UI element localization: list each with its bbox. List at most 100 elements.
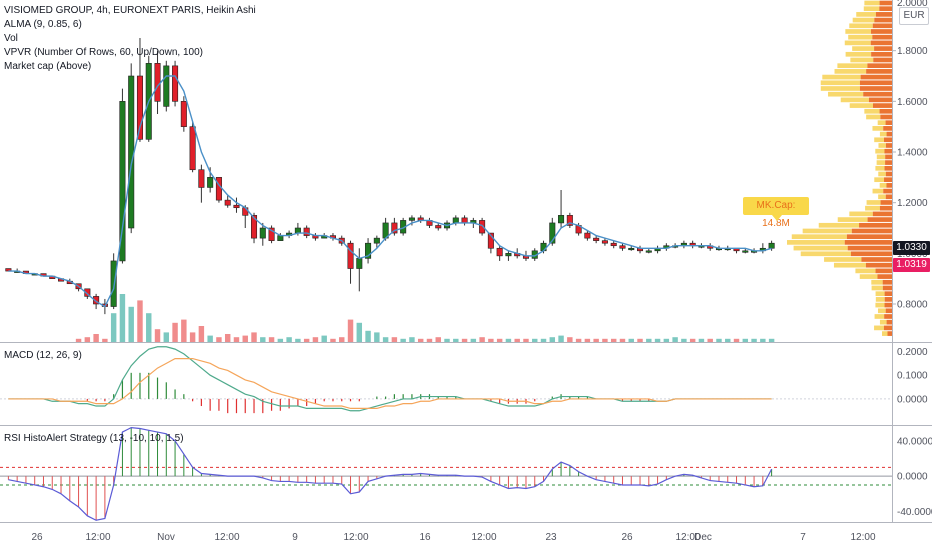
- vpvr-down-bar: [883, 188, 892, 194]
- vpvr-down-bar: [872, 211, 892, 217]
- volume-bar: [207, 335, 213, 342]
- volume-bar: [391, 337, 398, 342]
- candle-body: [303, 227, 310, 236]
- vpvr-up-bar: [824, 257, 862, 262]
- candle-body: [110, 260, 117, 307]
- candle-body: [768, 242, 775, 249]
- vpvr-up-bar: [878, 143, 886, 148]
- volume-bar: [321, 335, 327, 342]
- vpvr-down-bar: [886, 131, 892, 137]
- vpvr-up-bar: [874, 314, 885, 319]
- candle-body: [294, 227, 301, 234]
- vpvr-down-bar: [846, 234, 892, 240]
- time-tick-label: Dec: [694, 532, 712, 543]
- vpvr-up-bar: [865, 205, 880, 211]
- price-tick-label: 2.0000: [897, 0, 928, 9]
- indicator-alma-label[interactable]: ALMA (9, 0.85, 6): [4, 19, 82, 30]
- candle-body: [356, 258, 363, 269]
- volume-bar: [698, 338, 705, 342]
- symbol-title[interactable]: VISIOMED GROUP, 4h, EURONEXT PARIS, Heik…: [4, 5, 256, 16]
- volume-bar: [479, 337, 485, 342]
- volume-bar: [181, 319, 187, 342]
- volume-bar: [707, 338, 713, 342]
- price-tick-label: 0.8000: [897, 300, 928, 311]
- candle-body: [163, 65, 170, 107]
- vpvr-up-bar: [859, 274, 878, 279]
- vpvr-down-bar: [866, 69, 892, 74]
- vpvr-down-bar: [870, 40, 892, 46]
- volume-bar: [163, 332, 170, 342]
- candle-body: [259, 227, 266, 239]
- vpvr-up-bar: [802, 228, 852, 234]
- vpvr-down-bar: [884, 165, 892, 171]
- vpvr-down-bar: [871, 29, 892, 34]
- vpvr-down-bar: [859, 222, 892, 228]
- volume-bar: [628, 338, 634, 342]
- vpvr-up-bar: [876, 160, 886, 165]
- macd-pane-title[interactable]: MACD (12, 26, 9): [4, 350, 82, 361]
- volume-bar: [435, 337, 441, 342]
- market-cap-label: MK.Cap: 14.8M: [743, 197, 809, 229]
- vpvr-down-bar: [879, 6, 892, 12]
- volume-bar: [417, 338, 424, 342]
- candle-body: [172, 65, 179, 102]
- volume-bar: [277, 338, 284, 342]
- volume-bar: [602, 338, 608, 342]
- vpvr-down-bar: [875, 268, 892, 274]
- volume-bar: [409, 337, 415, 342]
- vpvr-up-bar: [820, 86, 860, 91]
- currency-button[interactable]: EUR: [899, 7, 929, 25]
- volume-bar: [637, 338, 643, 342]
- vpvr-up-bar: [875, 302, 885, 308]
- vpvr-up-bar: [874, 137, 884, 143]
- rsi-pane: [0, 427, 892, 521]
- indicator-vpvr-label[interactable]: VPVR (Number Of Rows, 60, Up/Down, 100): [4, 47, 203, 58]
- vpvr-up-bar: [878, 194, 886, 200]
- volume-bar: [470, 338, 477, 342]
- volume-bar: [137, 300, 143, 342]
- candle-body: [224, 199, 231, 206]
- vpvr-down-bar: [877, 274, 892, 279]
- rsi-tick-label: 40.0000: [897, 436, 932, 447]
- volume-bar: [461, 338, 468, 342]
- vpvr-up-bar: [874, 325, 884, 331]
- vpvr-up-bar: [876, 154, 886, 160]
- volume-bar: [426, 338, 433, 342]
- vpvr-down-bar: [859, 80, 892, 86]
- vpvr-down-bar: [874, 46, 892, 51]
- volume-bar: [768, 338, 775, 342]
- vpvr-down-bar: [884, 302, 892, 308]
- volume-bar: [146, 313, 152, 342]
- vpvr-up-bar: [818, 222, 860, 228]
- vpvr-down-bar: [885, 143, 892, 148]
- volume-bars: [75, 294, 775, 342]
- time-tick-label: 26: [621, 532, 633, 543]
- candle-body: [128, 75, 135, 229]
- candle-body: [233, 204, 240, 209]
- vpvr-up-bar: [878, 171, 886, 177]
- volume-bar: [672, 337, 678, 342]
- vpvr-down-bar: [887, 331, 892, 336]
- vpvr-up-bar: [844, 40, 871, 46]
- indicator-vol-label[interactable]: Vol: [4, 33, 18, 44]
- volume-bar: [654, 338, 661, 342]
- volume-bar: [751, 338, 757, 342]
- volume-bar: [347, 319, 354, 342]
- volume-bar: [242, 335, 248, 342]
- vpvr-down-bar: [874, 17, 892, 23]
- vpvr-up-bar: [875, 165, 885, 171]
- rsi-pane-title[interactable]: RSI HistoAlert Strategy (13, -10, 10, 1.…: [4, 433, 184, 444]
- vpvr-down-bar: [863, 91, 892, 97]
- candle-body: [479, 220, 486, 234]
- vpvr-down-bar: [879, 205, 892, 211]
- volume-bar: [110, 313, 117, 342]
- volume-bar: [558, 335, 564, 342]
- candle-body: [373, 237, 380, 244]
- vpvr-up-bar: [875, 291, 885, 297]
- vpvr-down-bar: [879, 0, 892, 6]
- grid-layer: [0, 0, 932, 523]
- vpvr-down-bar: [861, 257, 892, 262]
- indicator-marketcap-label[interactable]: Market cap (Above): [4, 61, 92, 72]
- volume-bar: [496, 338, 503, 342]
